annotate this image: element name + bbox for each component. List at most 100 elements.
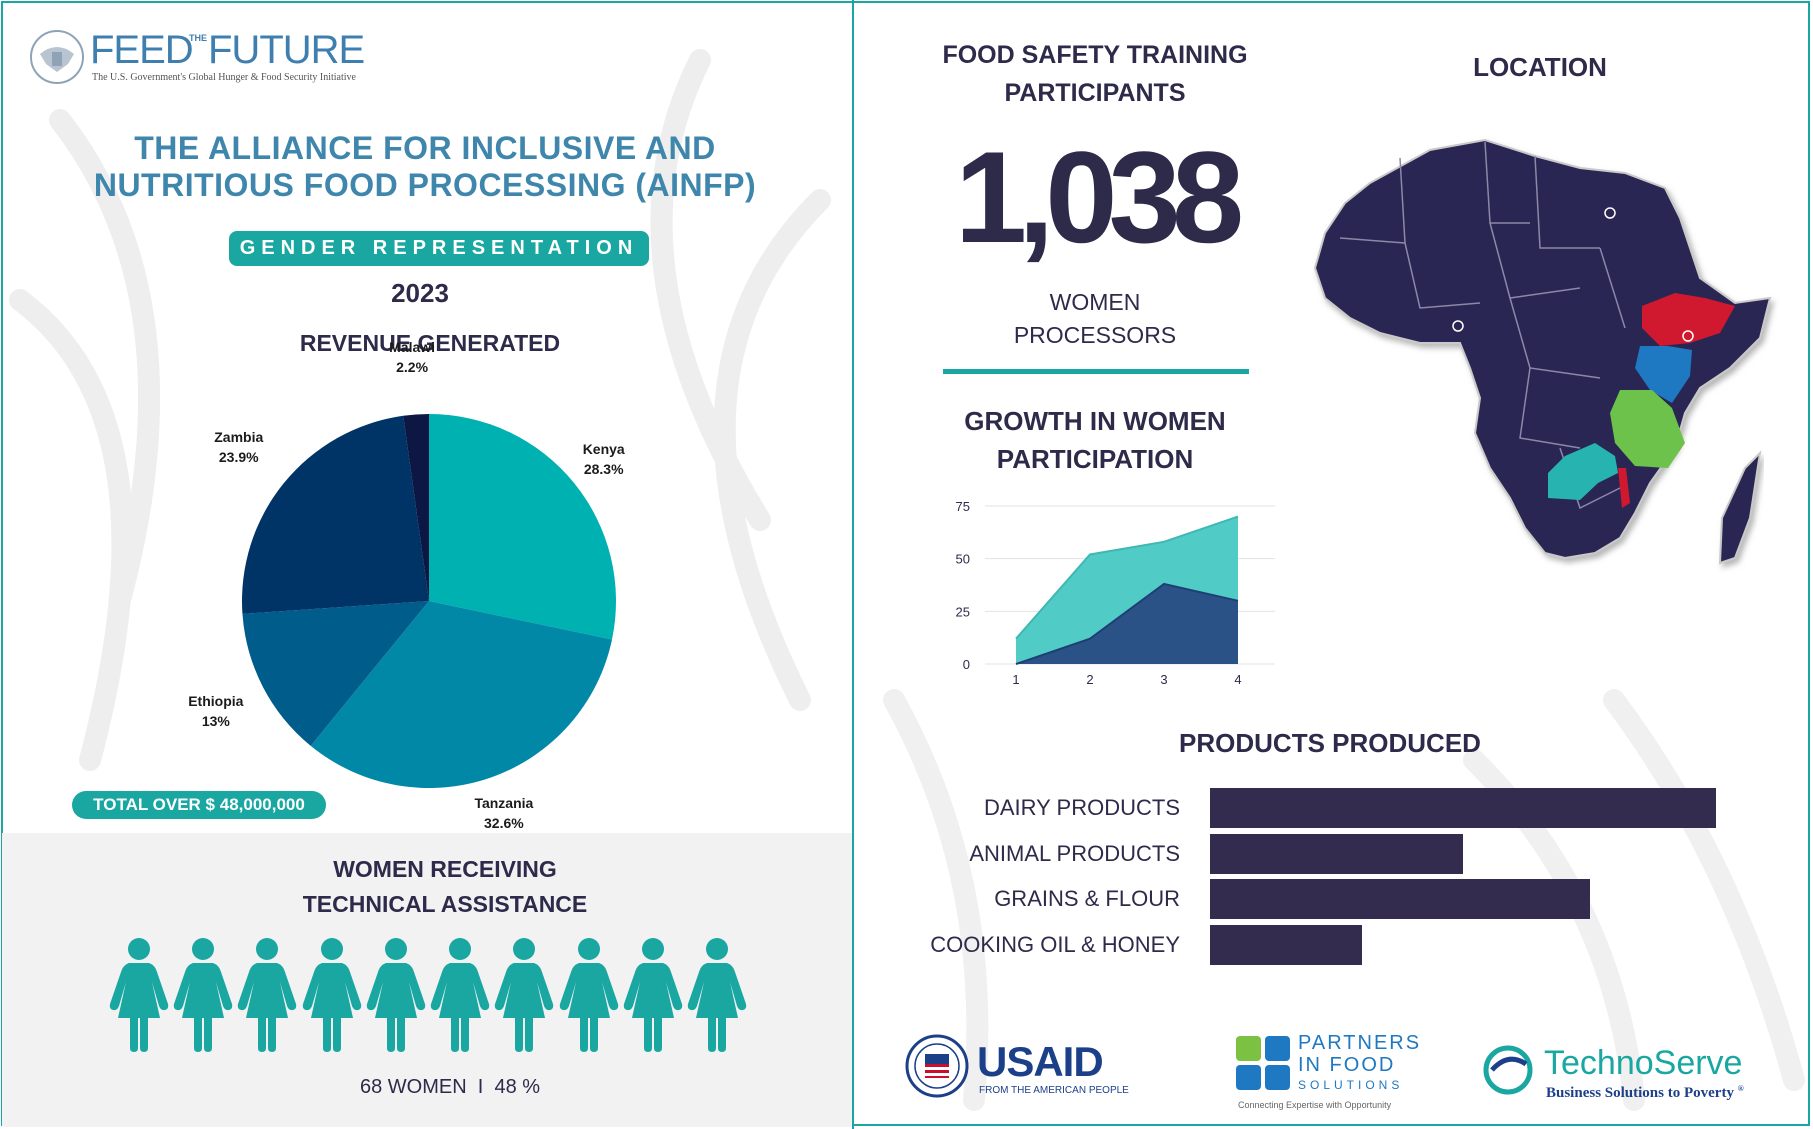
product-bar <box>1210 788 1716 828</box>
participants-number: 1,038 <box>954 124 1244 270</box>
revenue-chart-title: REVENUE GENERATED <box>299 330 561 356</box>
woman-icon <box>238 938 297 1052</box>
africa-continent <box>1313 138 1772 560</box>
africa-map <box>1313 138 1772 613</box>
future-word: FUTURE <box>208 28 365 72</box>
revenue-total-badge: TOTAL OVER $ 48,000,000 <box>72 791 326 819</box>
area-series-line-1 <box>1015 515 1239 640</box>
growth-chart-title: GROWTH IN WOMEN PARTICIPATION <box>930 402 1260 478</box>
us-seal-icon <box>30 30 84 84</box>
kenya-region <box>1635 346 1692 403</box>
area-series-line-2 <box>1015 582 1239 665</box>
woman-icon <box>109 938 169 1052</box>
pie-slice-kenya <box>429 414 617 640</box>
product-bar <box>1210 879 1590 919</box>
x-tick-label: 4 <box>1234 672 1241 687</box>
summary-separator: I <box>477 1076 484 1098</box>
women-processors-label: WOMEN PROCESSORS <box>960 286 1230 352</box>
product-bar <box>1210 925 1362 965</box>
technical-assistance-title-line2: TECHNICAL ASSISTANCE <box>302 891 588 917</box>
technoserve-swirl-icon <box>1483 1045 1533 1095</box>
technoserve-tagline-text: Business Solutions to Poverty <box>1546 1085 1734 1101</box>
x-tick-label: 1 <box>1012 672 1019 687</box>
product-bar <box>1210 834 1463 874</box>
y-tick-label: 25 <box>956 604 970 619</box>
woman-icon <box>495 938 554 1052</box>
woman-icon <box>366 938 426 1052</box>
food-safety-training-title: FOOD SAFETY TRAINING PARTICIPANTS <box>900 36 1290 112</box>
pie-label-name: Zambia <box>214 428 264 445</box>
technical-assistance-title: WOMEN RECEIVING TECHNICAL ASSISTANCE <box>200 852 690 922</box>
feed-the-future-tagline: The U.S. Government's Global Hunger & Fo… <box>92 72 356 83</box>
pie-slice-tanzania <box>310 601 612 789</box>
location-title: LOCATION <box>1473 52 1607 82</box>
pie-slice-zambia <box>241 415 429 614</box>
zambia-region <box>1548 443 1618 500</box>
women-processors-line1: WOMEN <box>1049 289 1141 315</box>
usaid-seal-icon <box>905 1034 969 1098</box>
technoserve-wordmark: TechnoServe <box>1544 1044 1743 1082</box>
feed-word: FEED <box>90 28 194 72</box>
pie-label-value: 32.6% <box>484 815 524 832</box>
year-label: 2023 <box>391 278 449 308</box>
usaid-subline: FROM THE AMERICAN PEOPLE <box>979 1085 1129 1096</box>
technoserve-registered-mark: ® <box>1737 1084 1744 1093</box>
partners-in-food-solutions-logo: PARTNERS IN FOOD SOLUTIONS Connecting Ex… <box>1234 1030 1434 1110</box>
pie-label-zambia: Zambia 23.9% <box>179 427 299 467</box>
product-label: ANIMAL PRODUCTS <box>969 841 1180 866</box>
woman-icon <box>559 938 618 1052</box>
gender-representation-badge: GENDER REPRESENTATION <box>229 231 649 266</box>
x-tick-label: 2 <box>1086 672 1093 687</box>
teal-divider-rule <box>943 369 1249 374</box>
pie-label-value: 23.9% <box>218 448 259 465</box>
pie-label-name: Kenya <box>582 441 625 458</box>
woman-icon <box>623 938 682 1052</box>
pifs-tagline: Connecting Expertise with Opportunity <box>1238 1100 1392 1110</box>
malawi-region <box>1618 468 1630 508</box>
woman-icon <box>430 938 490 1052</box>
technical-assistance-summary: 68 WOMEN I 48 % <box>300 1076 600 1099</box>
pifs-line2: IN FOOD <box>1298 1054 1396 1076</box>
usaid-wordmark: USAID <box>977 1038 1104 1085</box>
women-processors-line2: PROCESSORS <box>1013 322 1177 348</box>
pie-label-ethiopia: Ethiopia 13% <box>156 691 276 731</box>
tanzania-region <box>1610 390 1685 468</box>
growth-title-line2: PARTICIPATION <box>996 444 1194 474</box>
technoserve-logo: TechnoServe Business Solutions to Povert… <box>1482 1044 1792 1104</box>
feed-the-future-logo: FEED THE FUTURE The U.S. Government's Gl… <box>28 28 388 88</box>
pie-label-name: Tanzania <box>474 795 534 812</box>
panel-divider <box>852 0 854 1129</box>
pie-label-malawi: Malawi 2.2% <box>352 337 472 377</box>
product-label: DAIRY PRODUCTS <box>983 795 1180 820</box>
pie-label-name: Ethiopia <box>188 693 244 710</box>
woman-icon <box>687 938 747 1052</box>
pie-label-name: Malawi <box>389 338 436 355</box>
pie-label-value: 28.3% <box>583 461 624 478</box>
pie-slice-malawi <box>403 414 429 601</box>
pifs-puzzle-icon <box>1236 1036 1290 1090</box>
pie-slice-ethiopia <box>242 601 429 746</box>
main-title: THE ALLIANCE FOR INCLUSIVE AND NUTRITIOU… <box>93 130 757 203</box>
woman-icon <box>302 938 361 1052</box>
y-tick-label: 75 <box>956 499 970 514</box>
product-label: COOKING OIL & HONEY <box>930 932 1180 957</box>
technoserve-tagline: Business Solutions to Poverty ® <box>1546 1084 1744 1102</box>
pie-label-kenya: Kenya 28.3% <box>544 439 664 479</box>
growth-title-line1: GROWTH IN WOMEN <box>964 406 1226 436</box>
product-label: GRAINS & FLOUR <box>994 886 1180 911</box>
usaid-logo: USAID FROM THE AMERICAN PEOPLE <box>905 1034 1135 1100</box>
women-icon-row <box>108 938 748 1052</box>
pifs-line3: SOLUTIONS <box>1298 1078 1404 1092</box>
x-tick-label: 3 <box>1160 672 1167 687</box>
food-safety-title-line1: FOOD SAFETY TRAINING <box>942 41 1248 69</box>
technical-assistance-title-line1: WOMEN RECEIVING <box>333 856 557 882</box>
pifs-line1: PARTNERS <box>1298 1032 1422 1054</box>
women-count: 68 WOMEN <box>359 1076 467 1098</box>
y-tick-label: 0 <box>963 657 970 672</box>
women-percent: 48 % <box>494 1076 541 1098</box>
pie-label-value: 13% <box>201 713 230 730</box>
ethiopia-region <box>1642 293 1735 346</box>
area-series-1 <box>1016 516 1238 664</box>
food-safety-title-line2: PARTICIPANTS <box>1004 79 1186 107</box>
